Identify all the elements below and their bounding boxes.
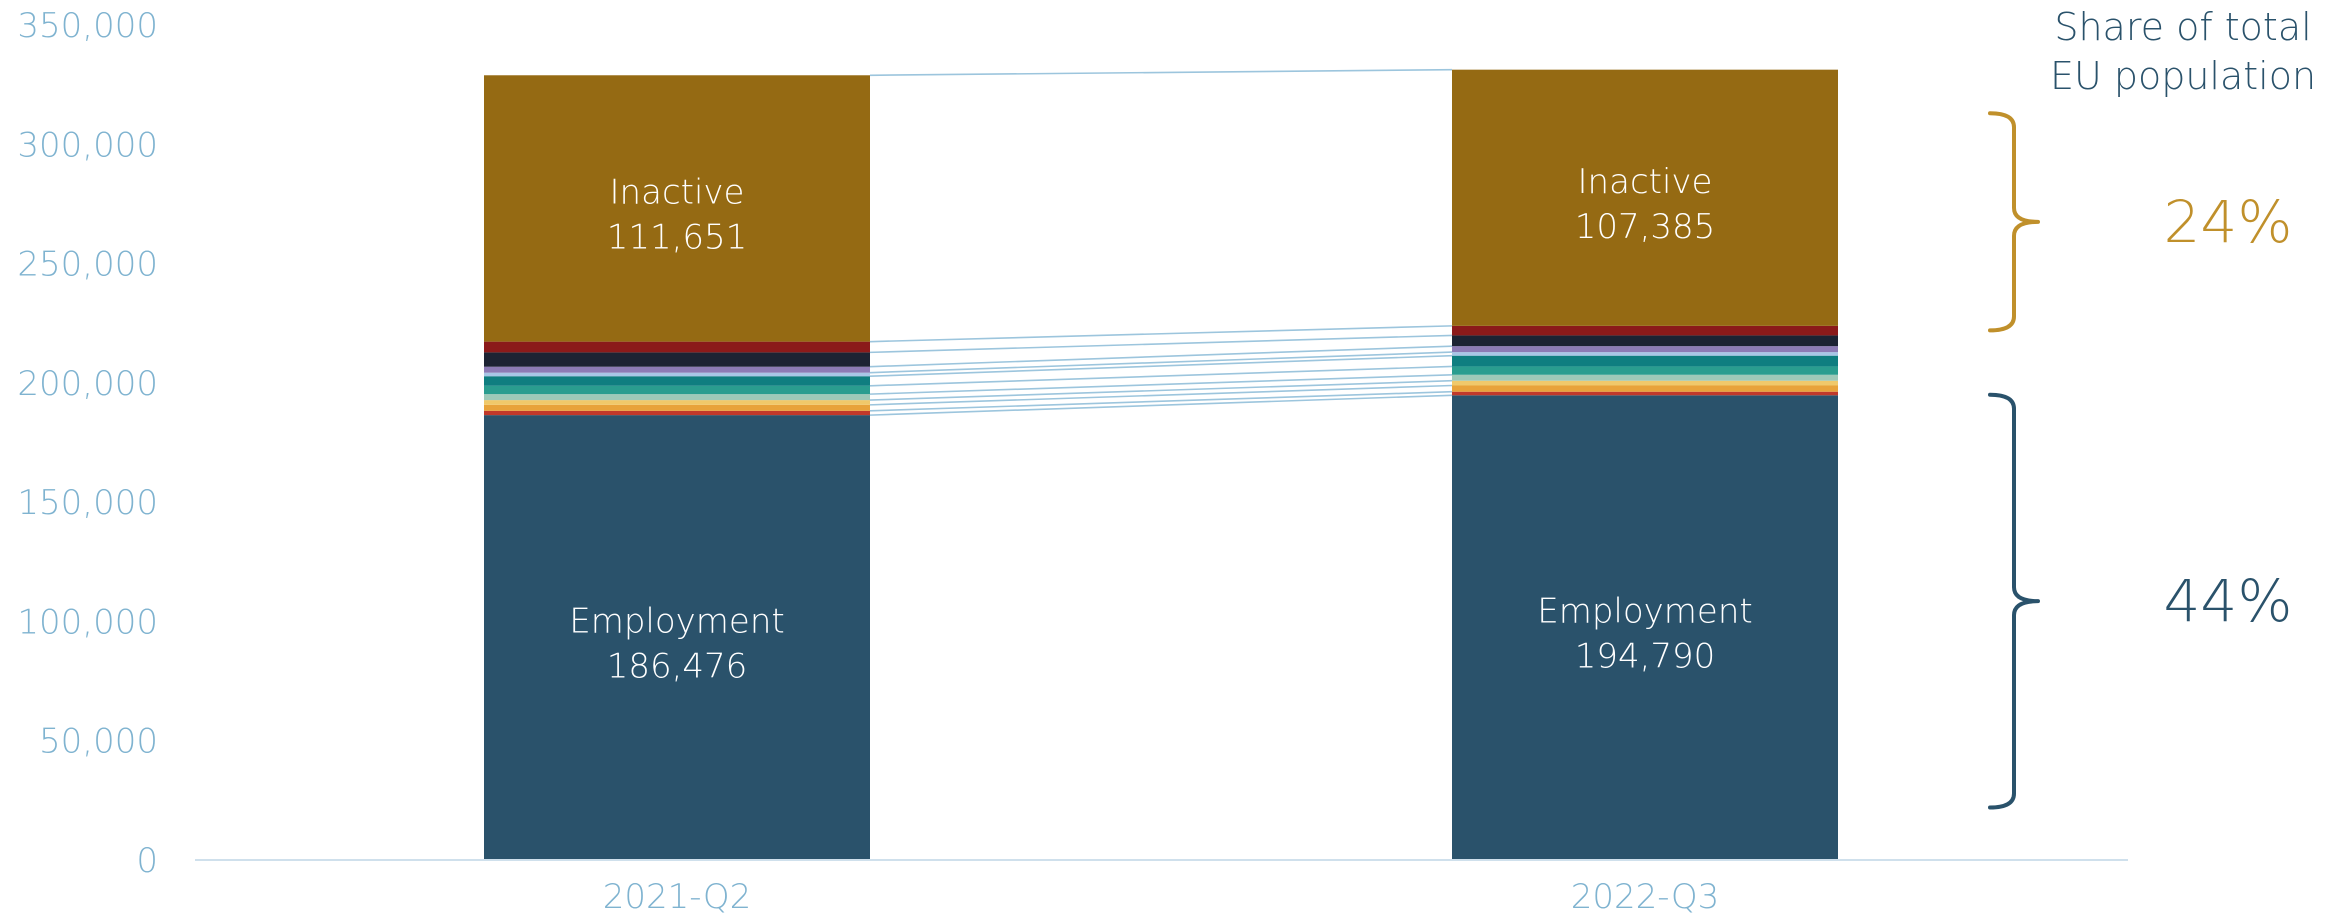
connector-line-10	[869, 334, 1453, 354]
connector-line-12	[869, 68, 1453, 77]
y-axis: 0 50,000 100,000 150,000 200,000 250,000 300,0…	[17, 6, 158, 881]
connector-line-9	[869, 345, 1453, 368]
connector-line-5	[869, 373, 1453, 395]
bar-segment-2021-Q2-11	[484, 75, 870, 342]
y-tick-label: 200,000	[17, 364, 158, 404]
bar-segment-2021-Q2-5	[484, 385, 870, 395]
share-percentage-1: 44%	[2164, 567, 2293, 635]
y-tick-label: 350,000	[17, 6, 158, 46]
bar-segment-2022-Q3-7	[1452, 352, 1838, 356]
bar-segment-2022-Q3-2	[1452, 385, 1838, 392]
y-tick-label: 50,000	[39, 722, 158, 762]
connector-line-11	[869, 325, 1453, 343]
bar-segment-2021-Q2-4	[484, 394, 870, 401]
bar-segment-2022-Q3-4	[1452, 374, 1838, 381]
connector-line-6	[869, 365, 1453, 387]
connector-lines	[869, 68, 1453, 416]
bar-segment-2022-Q3-9	[1452, 335, 1838, 347]
bar-label-employment: Employment	[1537, 592, 1752, 632]
share-percentage-0: 24%	[2164, 188, 2293, 256]
bar-segment-2022-Q3-3	[1452, 380, 1838, 386]
connector-line-4	[869, 379, 1453, 401]
bar-segment-2022-Q3-6	[1452, 355, 1838, 367]
bar-segment-2022-Q3-0	[1452, 395, 1838, 860]
bar-value-inactive: 107,385	[1575, 207, 1716, 247]
y-tick-label: 300,000	[17, 125, 158, 165]
bars-layer	[484, 69, 1838, 860]
connector-line-1	[869, 394, 1453, 416]
bar-segment-2022-Q3-8	[1452, 346, 1838, 353]
bar-segment-2021-Q2-8	[484, 366, 870, 373]
bar-segment-2022-Q3-5	[1452, 366, 1838, 375]
share-bracket-0	[1988, 111, 2040, 333]
connector-line-3	[869, 384, 1453, 406]
connector-line-8	[869, 351, 1453, 374]
bar-labels: Employment 186,476 Employment 194,790 Inacti…	[569, 162, 1752, 687]
bar-segment-2021-Q2-7	[484, 372, 870, 377]
bar-value-employment: 194,790	[1575, 637, 1716, 677]
share-bracket-1	[1988, 392, 2040, 810]
bar-segment-2021-Q2-9	[484, 352, 870, 367]
y-tick-label: 100,000	[17, 602, 158, 642]
bar-value-employment: 186,476	[607, 647, 748, 687]
bar-segment-2022-Q3-11	[1452, 69, 1838, 326]
bar-label-inactive: Inactive	[610, 172, 745, 212]
share-title-line-1: Share of total	[2054, 5, 2311, 49]
bar-label-employment: Employment	[569, 602, 784, 642]
bar-segment-2021-Q2-10	[484, 341, 870, 353]
bar-segment-2021-Q2-6	[484, 376, 870, 386]
bar-segment-2022-Q3-10	[1452, 325, 1838, 336]
connector-line-2	[869, 390, 1453, 412]
x-category-label: 2021-Q2	[603, 877, 751, 914]
y-tick-label: 150,000	[17, 483, 158, 523]
share-title-line-2: EU population	[2050, 54, 2316, 98]
bar-segment-2021-Q2-0	[484, 415, 870, 860]
share-panel: Share of total EU population 24% 44%	[1988, 5, 2316, 810]
connector-line-7	[869, 354, 1453, 378]
bar-value-inactive: 111,651	[607, 217, 748, 257]
x-category-label: 2022-Q3	[1571, 877, 1719, 914]
bar-segment-2021-Q2-2	[484, 404, 870, 411]
bar-segment-2021-Q2-1	[484, 410, 870, 416]
bar-segment-2021-Q2-3	[484, 400, 870, 405]
bar-label-inactive: Inactive	[1578, 162, 1713, 202]
y-tick-label: 0	[136, 841, 158, 881]
x-axis: 2021-Q2 2022-Q3	[195, 859, 2128, 914]
y-tick-label: 250,000	[17, 245, 158, 285]
bar-segment-2022-Q3-1	[1452, 391, 1838, 396]
